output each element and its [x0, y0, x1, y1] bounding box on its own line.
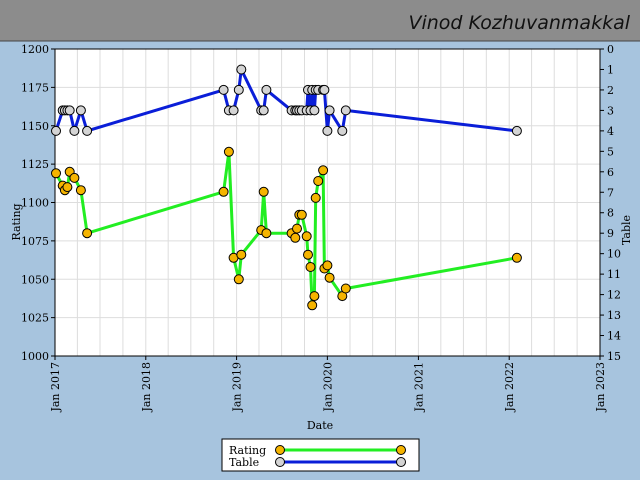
left-tick-label: 1025	[21, 312, 49, 325]
x-tick-label: Jan 2017	[49, 362, 62, 413]
right-tick-label: 8	[607, 207, 614, 220]
data-point-table	[82, 125, 93, 136]
data-point-rating	[340, 283, 351, 294]
data-point-rating	[62, 182, 73, 193]
data-point-rating	[258, 186, 269, 197]
y-axis-label-left: Rating	[10, 203, 23, 240]
data-point-table	[337, 125, 348, 136]
data-point-rating	[322, 260, 333, 271]
data-point-table	[261, 84, 272, 95]
data-point-table	[511, 125, 522, 136]
data-point-table	[236, 64, 247, 75]
right-tick-label: 5	[607, 145, 614, 158]
data-point-rating	[51, 168, 61, 179]
legend: Rating Table	[221, 438, 420, 472]
data-point-table	[218, 84, 229, 95]
x-tick-label: Jan 2022	[503, 362, 516, 413]
left-tick-label: 1200	[21, 43, 49, 56]
right-tick-label: 14	[607, 330, 621, 343]
data-point-table	[324, 105, 335, 116]
data-point-rating	[318, 165, 329, 176]
left-tick-label: 1125	[21, 158, 49, 171]
x-tick-label: Jan 2023	[594, 362, 607, 413]
data-point-rating	[511, 252, 522, 263]
data-point-rating	[324, 272, 335, 283]
data-point-rating	[305, 262, 316, 272]
data-point-rating	[313, 176, 324, 186]
data-point-rating	[82, 228, 93, 239]
legend-label-rating: Rating	[229, 444, 266, 457]
x-tick-label: Jan 2018	[140, 362, 153, 413]
legend-marker-table	[396, 457, 406, 467]
right-tick-label: 10	[607, 248, 621, 261]
data-point-table	[319, 84, 330, 95]
data-point-table	[233, 84, 244, 95]
data-point-table	[228, 105, 239, 116]
legend-marker-rating	[396, 445, 406, 455]
series-layer	[51, 64, 522, 311]
x-tick-label: Jan 2020	[321, 362, 334, 413]
data-point-table	[340, 105, 351, 116]
data-point-rating	[309, 291, 320, 302]
data-point-rating	[223, 146, 234, 157]
left-tick-label: 1000	[21, 350, 49, 363]
data-point-rating	[261, 228, 272, 239]
data-point-rating	[292, 223, 302, 234]
left-axis: 1000 1025 1050 1075 1100 1125 1150 1175 1200	[21, 43, 55, 363]
legend-marker-rating	[275, 445, 285, 455]
right-tick-label: 0	[607, 43, 614, 56]
left-tick-label: 1050	[21, 273, 49, 286]
data-point-rating	[236, 249, 247, 260]
right-tick-label: 15	[607, 350, 621, 363]
left-tick-label: 1100	[21, 197, 49, 210]
right-tick-label: 12	[607, 289, 621, 302]
legend-box	[221, 438, 420, 472]
data-point-rating	[307, 300, 318, 311]
x-tick-label: Jan 2021	[412, 362, 425, 413]
right-tick-label: 1	[607, 63, 614, 76]
data-point-table	[309, 105, 320, 116]
right-tick-label: 3	[607, 104, 614, 117]
data-point-rating	[296, 209, 307, 220]
left-tick-label: 1150	[21, 120, 49, 133]
grid-lines	[54, 48, 601, 357]
data-point-table	[75, 105, 86, 116]
data-point-table	[322, 125, 333, 136]
x-axis-label: Date	[307, 419, 333, 432]
data-point-rating	[233, 274, 244, 285]
y-axis-label-right: Table	[620, 215, 633, 245]
right-tick-label: 2	[607, 84, 614, 97]
data-point-table	[258, 105, 269, 116]
right-tick-label: 9	[607, 227, 614, 240]
data-point-table	[69, 125, 80, 136]
right-tick-label: 6	[607, 166, 614, 179]
left-tick-label: 1175	[21, 81, 49, 94]
data-point-rating	[310, 192, 321, 203]
data-point-rating	[75, 185, 86, 196]
right-tick-label: 11	[607, 268, 621, 281]
legend-swatches	[275, 445, 406, 467]
legend-marker-table	[275, 457, 285, 467]
data-point-table	[64, 105, 75, 116]
right-tick-label: 7	[607, 186, 614, 199]
data-point-rating	[303, 249, 313, 260]
data-point-rating	[218, 186, 229, 197]
x-axis: Jan 2017 Jan 2018 Jan 2019 Jan 2020 Jan 2021…	[49, 356, 607, 413]
legend-label-table: Table	[229, 456, 259, 469]
data-point-rating	[69, 172, 80, 183]
header-bar	[0, 0, 640, 41]
right-tick-label: 4	[607, 125, 614, 138]
x-tick-label: Jan 2019	[231, 362, 244, 413]
left-tick-label: 1075	[21, 235, 49, 248]
header-title: Vinod Kozhuvanmakkal	[408, 12, 630, 34]
data-point-rating	[290, 232, 301, 243]
data-point-table	[51, 125, 61, 136]
right-tick-label: 13	[607, 309, 621, 322]
data-point-rating	[301, 231, 312, 242]
